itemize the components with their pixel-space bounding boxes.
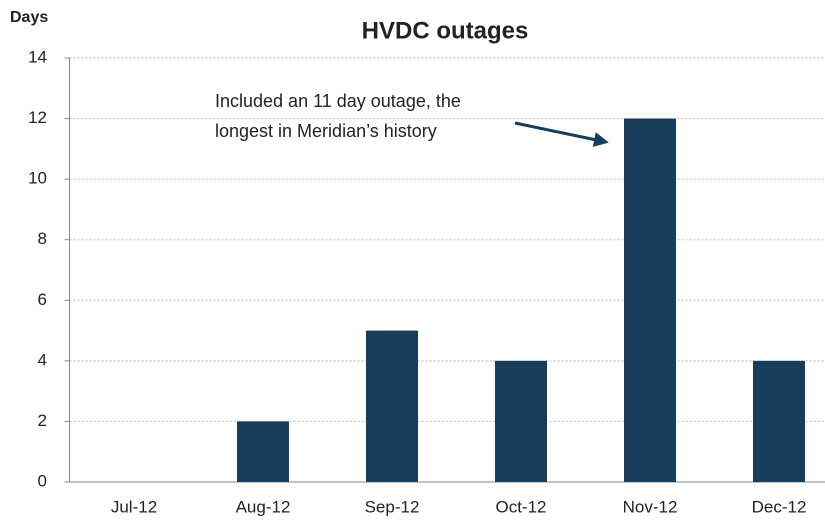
x-tick-label: Sep-12 [365, 497, 420, 516]
bar [495, 360, 547, 482]
x-tick-label: Dec-12 [752, 497, 807, 516]
annotation-arrow [514, 121, 609, 147]
x-tick-label: Oct-12 [495, 497, 546, 516]
y-tick-label: 14 [28, 47, 47, 66]
chart-title: HVDC outages [362, 17, 529, 44]
x-tick-label: Jul-12 [111, 497, 157, 516]
bar [753, 360, 805, 482]
x-tick-label: Nov-12 [623, 497, 678, 516]
y-tick-label: 4 [38, 350, 47, 369]
y-tick-label: 6 [38, 290, 47, 309]
y-tick-label: 8 [38, 229, 47, 248]
bar [237, 421, 289, 482]
annotation: Included an 11 day outage, the [215, 91, 461, 111]
bar [624, 118, 676, 483]
y-tick-label: 0 [38, 471, 47, 490]
y-tick-label: 10 [28, 169, 47, 188]
y-tick-label: 12 [28, 108, 47, 127]
x-tick-label: Aug-12 [236, 497, 291, 516]
bar [366, 330, 418, 482]
annotation: longest in Meridian’s history [215, 121, 437, 141]
y-axis-label: Days [10, 9, 48, 26]
y-tick-label: 2 [38, 411, 47, 430]
